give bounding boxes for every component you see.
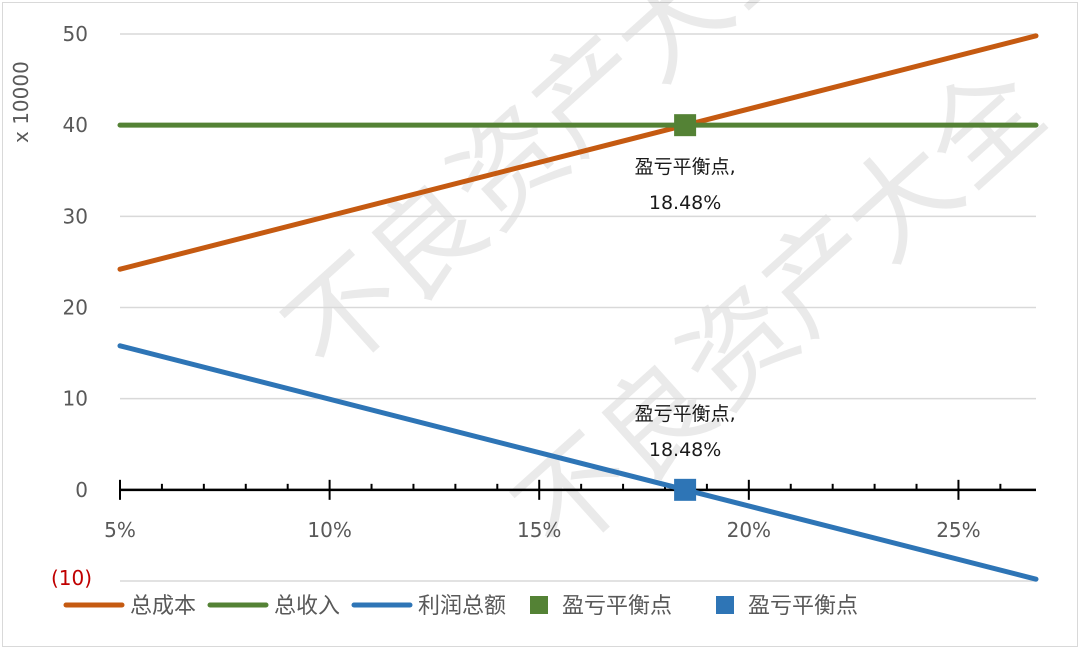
breakeven-marker xyxy=(674,114,697,137)
legend-label: 总收入 xyxy=(274,594,340,619)
y-tick-label: 0 xyxy=(75,478,88,502)
y-tick-label: 20 xyxy=(63,296,88,320)
legend-swatch-marker xyxy=(530,596,548,614)
x-tick-label: 20% xyxy=(727,518,771,542)
y-tick-label: 10 xyxy=(63,387,88,411)
x-tick-label: 10% xyxy=(307,518,351,542)
series-line-2 xyxy=(117,343,1039,582)
legend-label: 总成本 xyxy=(130,594,196,619)
data-label-name: 盈亏平衡点, xyxy=(635,156,736,178)
y-tick-label: 30 xyxy=(63,204,88,228)
x-tick-label: 25% xyxy=(936,518,980,542)
x-tick-label: 15% xyxy=(517,518,561,542)
data-label-name: 盈亏平衡点, xyxy=(635,403,736,425)
breakeven-marker xyxy=(674,478,697,501)
x-tick-label: 5% xyxy=(104,518,136,542)
y-tick-label: (10) xyxy=(51,566,92,590)
data-label-value: 18.48% xyxy=(649,439,721,461)
series-line-0 xyxy=(117,33,1039,272)
legend-label: 盈亏平衡点 xyxy=(748,594,858,619)
data-label-value: 18.48% xyxy=(649,192,721,214)
y-axis-label: x 10000 xyxy=(9,61,33,143)
legend-label: 利润总额 xyxy=(418,594,506,619)
y-tick-label: 50 xyxy=(63,22,88,46)
legend-swatch-marker xyxy=(716,596,734,614)
y-tick-label: 40 xyxy=(63,113,88,137)
legend-label: 盈亏平衡点 xyxy=(562,594,672,619)
